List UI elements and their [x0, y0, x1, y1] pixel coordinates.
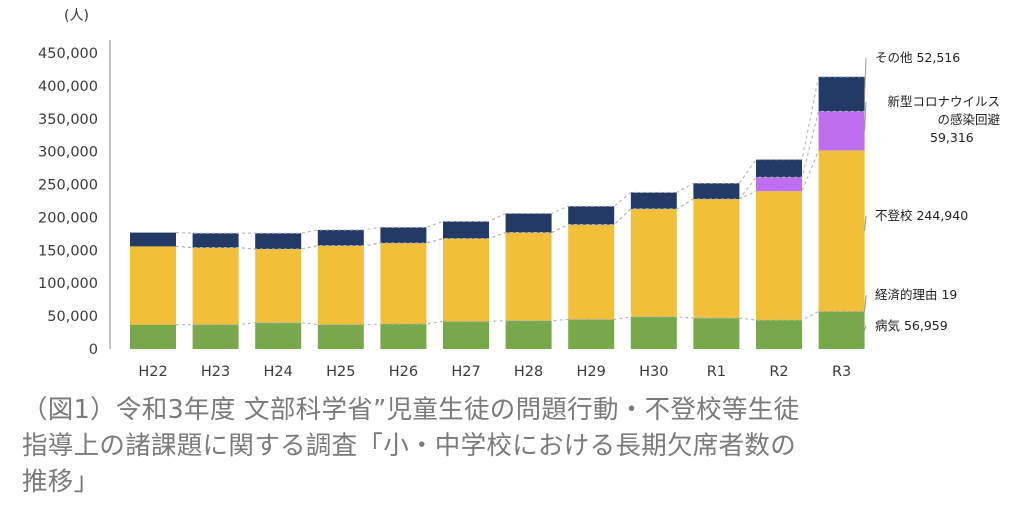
bar-segment	[693, 183, 740, 200]
y-tick-label: 150,000	[38, 243, 98, 259]
y-tick-label: 250,000	[38, 178, 98, 194]
bar-segment	[380, 227, 427, 244]
y-axis-unit-label: (人)	[64, 8, 89, 24]
annotation-label: 59,316	[930, 130, 974, 145]
figure-caption: （図1）令和3年度 文部科学省”児童生徒の問題行動・不登校等生徒 指導上の諸課題…	[22, 392, 1012, 500]
y-tick-label: 100,000	[38, 276, 98, 292]
annotation-label: その他 52,516	[875, 50, 960, 65]
bar-segment	[818, 311, 865, 349]
annotation-leader-line	[864, 101, 867, 131]
bar-segment	[505, 232, 552, 321]
bar-segment	[756, 191, 802, 321]
bar-segment	[693, 199, 740, 319]
annotation-leader-line	[864, 325, 867, 331]
bar-segment	[568, 224, 615, 320]
annotation-label: 不登校 244,940	[875, 208, 968, 223]
trend-connector-line	[175, 110, 865, 250]
trend-connector-line	[175, 76, 865, 234]
bar-segment	[130, 246, 176, 325]
annotation-leader-line	[864, 215, 867, 232]
x-tick-label: H22	[138, 364, 167, 380]
y-tick-label: 300,000	[38, 145, 98, 161]
bar-segment	[443, 238, 489, 322]
bar-segment	[443, 221, 489, 239]
bar-segment	[818, 76, 865, 112]
x-tick-label: H23	[201, 364, 230, 380]
chart-area: (人) 0 50,000 100,000 150,000 200,000 250,000 30…	[38, 8, 1000, 380]
bar-segment	[317, 324, 364, 349]
annotation-label: の感染回避	[937, 112, 1000, 127]
x-tick-label: H26	[389, 364, 418, 380]
bar-segment	[130, 324, 176, 349]
x-tick-label: H30	[639, 364, 668, 380]
annotation-leader-line	[864, 294, 867, 312]
bar-segment	[630, 316, 677, 349]
bar-segment	[630, 208, 677, 317]
bar-segment	[380, 324, 427, 349]
x-tick-label: H27	[451, 364, 480, 380]
annotation-leader-line	[864, 57, 867, 95]
x-tick-label: R3	[832, 364, 851, 380]
x-tick-label: R1	[707, 364, 726, 380]
x-tick-label: H28	[514, 364, 543, 380]
x-tick-label: H25	[326, 364, 355, 380]
bar-segment	[255, 249, 302, 323]
bar-segment	[818, 150, 865, 312]
y-tick-label: 400,000	[38, 79, 98, 95]
x-tick-label: H24	[264, 364, 293, 380]
caption-line-2: 指導上の諸課題に関する調査「小・中学校における長期欠席者数の	[22, 431, 797, 461]
bar-segment	[192, 324, 239, 349]
bar-segment	[443, 321, 489, 349]
bar-segment	[192, 233, 239, 248]
bar-segment	[192, 247, 239, 325]
x-tick-label: R2	[769, 364, 788, 380]
y-tick-label: 450,000	[38, 46, 98, 62]
y-tick-label: 50,000	[47, 309, 98, 325]
bar-segment	[130, 232, 176, 247]
annotation-label: 病気 56,959	[875, 318, 948, 333]
annotation-label: 経済的理由 19	[875, 287, 957, 302]
bar-segment	[756, 177, 802, 192]
caption-line-3: 推移」	[22, 467, 100, 497]
y-tick-label: 0	[89, 342, 98, 358]
y-tick-label: 350,000	[38, 112, 98, 128]
bar-segment	[630, 192, 677, 209]
bar-segment	[255, 322, 302, 349]
trend-connector-line	[176, 310, 865, 326]
y-tick-label: 200,000	[38, 210, 98, 226]
stacked-bar-chart: (人) 0 50,000 100,000 150,000 200,000 250,000 30…	[38, 8, 1000, 380]
bar-segment	[505, 320, 552, 349]
bar-segment	[568, 319, 615, 349]
x-tick-label: H29	[577, 364, 606, 380]
bar-segment	[756, 320, 802, 349]
bar-segment	[380, 243, 427, 325]
annotation-label: 新型コロナウイルス	[887, 94, 1000, 109]
caption-line-1: （図1）令和3年度 文部科学省”児童生徒の問題行動・不登校等生徒	[22, 395, 800, 425]
bar-segment	[568, 206, 615, 225]
bar-segment	[818, 111, 865, 151]
bar-segment	[255, 233, 302, 250]
bar-segment	[505, 213, 552, 233]
bar-segment	[317, 245, 364, 325]
bar-segment	[693, 318, 740, 349]
bar-segment	[756, 159, 802, 178]
bar-segment	[317, 229, 364, 246]
